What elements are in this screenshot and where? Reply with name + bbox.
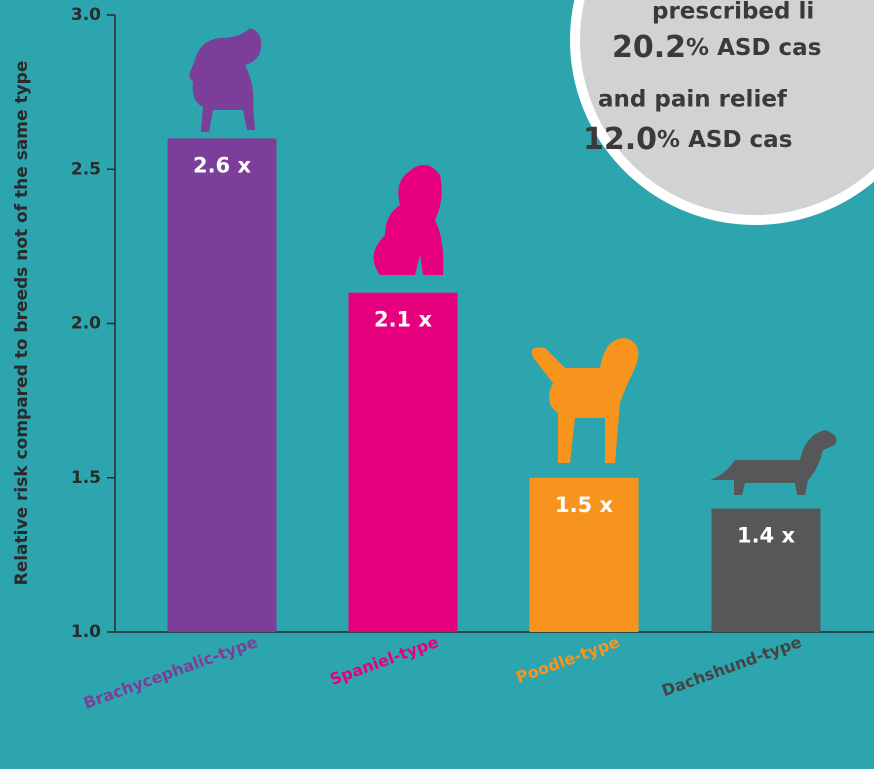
y-tick-label: 1.5 (71, 468, 101, 488)
value-label: 2.6 x (193, 153, 252, 177)
annotation: % ASD cas (686, 35, 821, 61)
annotation-number: 12.0 (583, 122, 657, 157)
annotation: and pain relief (598, 87, 788, 113)
annotation: 20.2% ASD cas (612, 30, 821, 65)
dog-icon (189, 28, 262, 132)
value-label: 1.5 x (555, 493, 614, 517)
annotation: prescribed li (652, 0, 814, 25)
callout-circle (570, 0, 874, 225)
bar (348, 292, 458, 632)
bar (167, 138, 277, 632)
value-label: 2.1 x (374, 308, 433, 332)
dog-icon (531, 338, 639, 463)
annotation-number: 20.2 (612, 30, 686, 65)
y-tick-label: 2.5 (71, 159, 101, 179)
annotation: % ASD cas (657, 127, 792, 153)
callout: prescribed li 20.2% ASD cas and pain rel… (570, 0, 874, 225)
y-tick-label: 3.0 (71, 5, 101, 25)
y-axis-label: Relative risk compared to breeds not of … (12, 61, 32, 586)
y-tick-label: 2.0 (71, 314, 101, 334)
bar (711, 508, 821, 632)
dog-icon (373, 165, 444, 275)
bar (529, 477, 639, 632)
annotation: 12.0% ASD cas (583, 122, 792, 157)
y-tick-label: 1.0 (71, 622, 101, 642)
value-label: 1.4 x (737, 524, 796, 548)
dog-icon (710, 430, 837, 495)
